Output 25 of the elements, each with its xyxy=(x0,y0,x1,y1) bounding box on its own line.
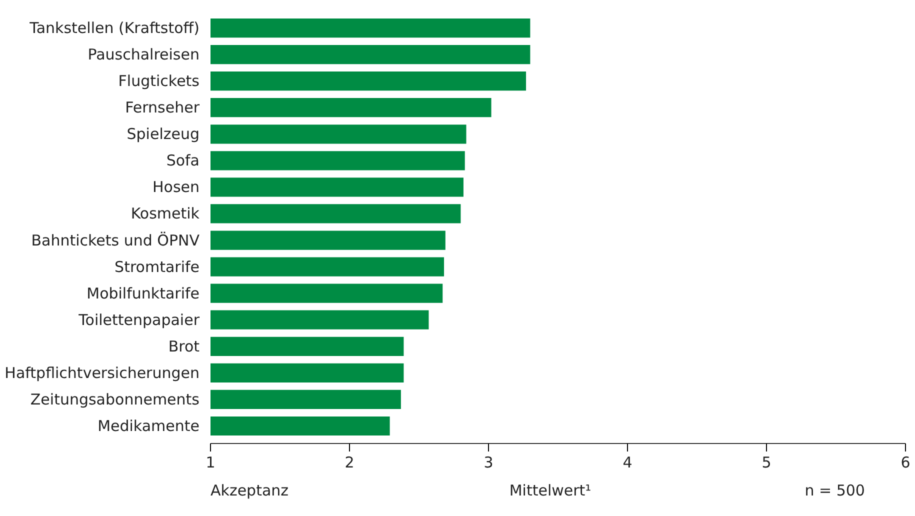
y-tick-label: Flugtickets xyxy=(118,72,200,90)
x-tick-label: 5 xyxy=(762,454,772,472)
y-tick-label: Mobilfunktarife xyxy=(86,284,200,302)
x-tick-label: 2 xyxy=(344,454,354,472)
y-tick-label: Stromtarife xyxy=(114,258,200,276)
y-tick-label: Brot xyxy=(168,337,200,356)
text: Akzeptanz xyxy=(210,482,289,500)
y-tick-label: Toilettenpapaier xyxy=(78,310,200,329)
y-tick-label: Tankstellen (Kraftstoff) xyxy=(28,19,200,38)
y-tick-label: Pauschalreisen xyxy=(88,46,200,64)
y-tick-label: Medikamente xyxy=(98,416,200,435)
x-tick-label: 3 xyxy=(484,454,494,472)
y-tick-label: Spielzeug xyxy=(126,125,200,144)
y-tick-label: Sofa xyxy=(166,152,200,170)
y-tick-label: Zeitungsabonnements xyxy=(30,390,200,408)
x-tick-label: 1 xyxy=(206,454,216,472)
text: n = 500 xyxy=(804,482,865,500)
y-tick-label: Hosen xyxy=(152,178,200,196)
x-tick-label: 4 xyxy=(622,454,632,472)
x-axis-title: Mittelwert¹ xyxy=(509,482,592,500)
x-tick-label: 6 xyxy=(900,454,910,472)
y-tick-label: Kosmetik xyxy=(130,204,200,223)
y-tick-label: Bahntickets und ÖPNV xyxy=(31,231,200,250)
y-tick-label: Fernseher xyxy=(125,98,200,117)
y-tick-label: Haftpflichtversicherungen xyxy=(4,364,200,382)
